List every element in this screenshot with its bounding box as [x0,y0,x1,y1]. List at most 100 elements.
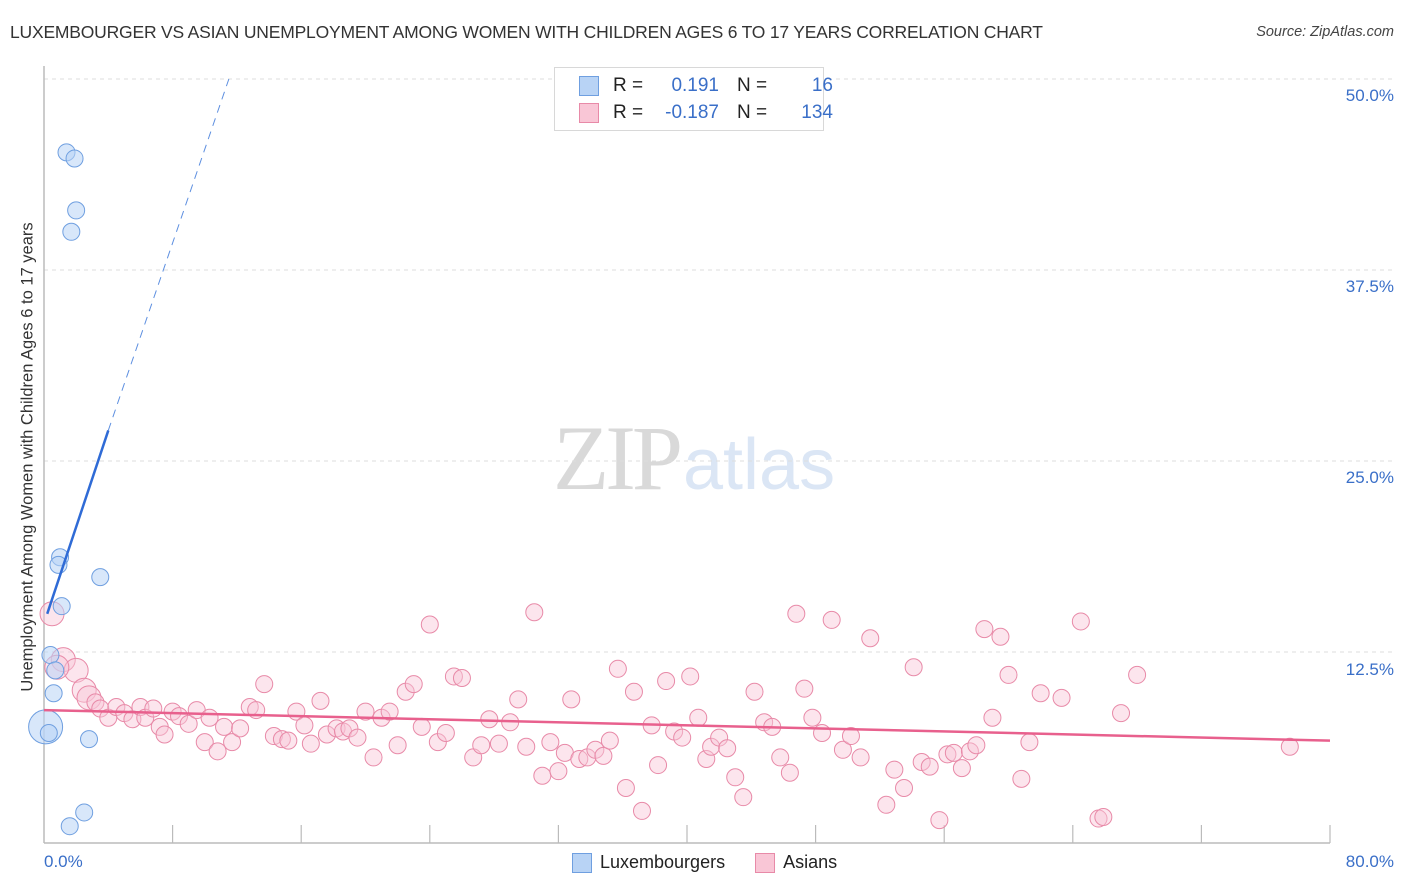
x-tick-0: 0.0% [44,852,83,871]
legend-item-luxembourgers[interactable]: Luxembourgers [572,852,725,873]
asians-point [726,768,745,787]
asians-point [549,762,568,781]
asians-point [771,748,790,767]
asians-point [930,811,949,830]
luxembourgers-point [80,730,99,749]
asians-point [841,727,860,746]
luxembourgers-point [44,684,63,703]
luxembourgers-point [91,568,110,587]
asians-point [681,667,700,686]
y-tick-25: 25.0% [1345,468,1394,487]
asians-point [944,743,963,762]
asians-point [1071,612,1090,631]
asians-point [813,723,832,742]
asians-point [525,603,544,622]
asians-point [983,708,1002,727]
source-label: Source: ZipAtlas.com [1256,24,1394,40]
luxembourgers-trend-line [46,430,110,615]
luxembourgers-swatch-icon [579,76,599,96]
asians-swatch-icon [579,103,599,123]
asians-point [991,627,1010,646]
asians-point [208,742,227,761]
asians-point [163,702,182,721]
asians-point [489,734,508,753]
luxembourgers-point [60,817,79,836]
asians-point [600,731,619,750]
asians-point [624,682,643,701]
asians-point [272,730,291,749]
watermark-zip: ZIP [553,407,683,509]
asians-point [420,615,439,634]
watermark: ZIPatlas [553,405,835,511]
asians-point [920,757,939,776]
asians-point [689,708,708,727]
luxembourgers-swatch-icon [572,852,592,873]
asians-point [745,682,764,701]
asians-point [311,691,330,710]
legend-row-luxembourgers: R = 0.191 N = 16 [579,74,833,98]
asians-point [780,763,799,782]
asians-point [999,665,1018,684]
asians-point [255,675,274,694]
asians-point [223,733,242,752]
asians-point [861,629,880,648]
legend-item-asians[interactable]: Asians [755,852,837,873]
asians-point [904,658,923,677]
asians-point [436,723,455,742]
x-tick-80: 80.0% [1345,852,1394,871]
asians-point [195,733,214,752]
luxembourgers-point [46,661,65,680]
luxembourgers-point [67,201,86,220]
r-value: 0.191 [671,75,719,96]
y-tick-12-5: 12.5% [1345,660,1394,679]
r-label: R = [613,75,644,96]
watermark-atlas: atlas [683,425,836,505]
luxembourgers-point [62,222,81,241]
asians-point [632,801,651,820]
asians-point [697,749,716,768]
asians-point [472,736,491,755]
n-value: 134 [801,102,833,123]
asians-point [541,733,560,752]
asians-point [616,778,635,797]
asians-point [295,716,314,735]
asians-point [348,728,367,747]
asians-point [533,766,552,785]
luxembourgers-point [65,149,84,168]
asians-point [76,685,102,711]
luxembourgers-trend-extension [107,78,230,431]
n-value: 16 [811,75,833,96]
legend-row-asians: R = -0.187 N = 134 [579,101,833,125]
asians-point [833,740,852,759]
r-label: R = [613,102,644,123]
asians-point [649,756,668,775]
asians-point [795,679,814,698]
asians-point [608,659,627,678]
asians-point [975,620,994,639]
asians-point [562,690,581,709]
asians-point [404,675,423,694]
legend-label: Luxembourgers [600,852,726,872]
asians-point [1094,808,1113,827]
asians-point [952,759,971,778]
asians-point [718,739,737,758]
asians-point [388,736,407,755]
asians-point [877,795,896,814]
asians-point [200,708,219,727]
y-tick-37-5: 37.5% [1345,277,1394,296]
n-label: N = [737,75,768,96]
asians-point [851,748,870,767]
r-value: -0.187 [665,102,719,123]
asians-point [1128,665,1147,684]
n-label: N = [737,102,768,123]
asians-point [1031,684,1050,703]
asians-point [1280,737,1299,756]
asians-point [673,728,692,747]
chart-title: LUXEMBOURGER VS ASIAN UNEMPLOYMENT AMONG… [10,22,1043,42]
asians-point [517,737,536,756]
series-legend: Luxembourgers Asians [572,852,867,873]
luxembourgers-point [52,597,71,616]
asians-point [885,760,904,779]
y-tick-50: 50.0% [1345,86,1394,105]
asians-point [231,719,250,738]
